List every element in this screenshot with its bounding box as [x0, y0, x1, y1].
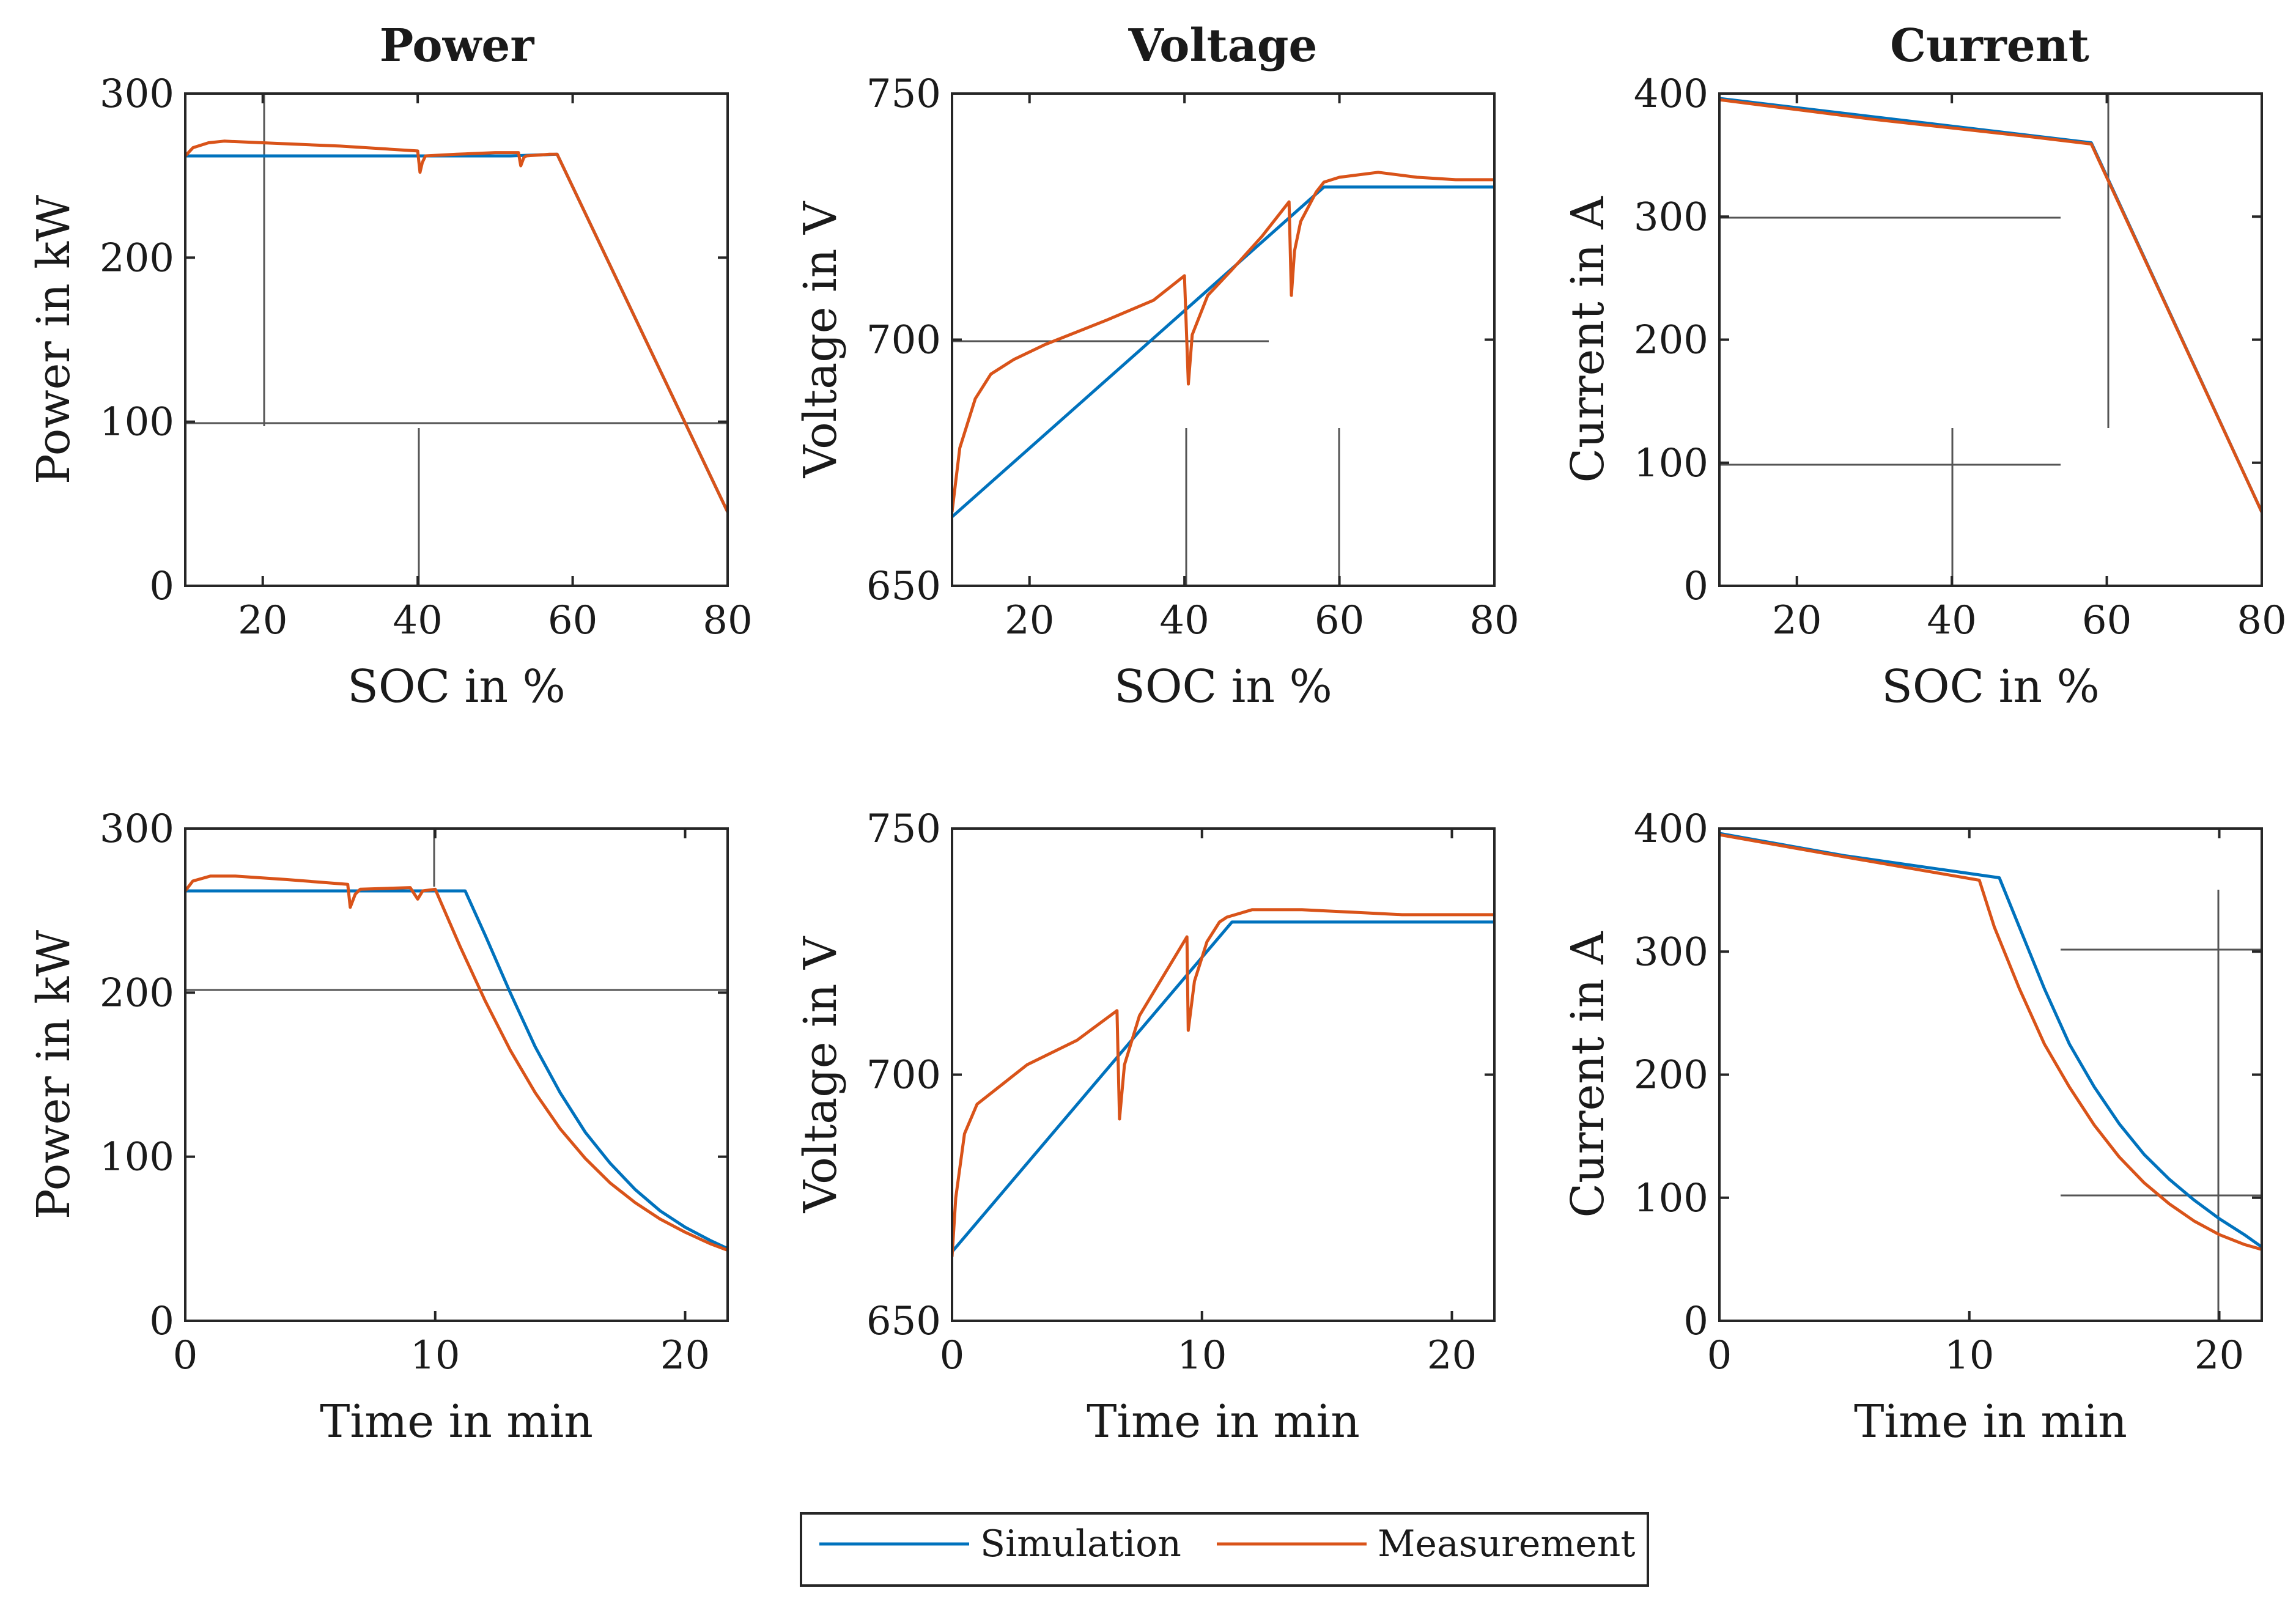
series-group: [952, 908, 1494, 1257]
y-tick-label: 750: [866, 72, 941, 117]
column-title-current: Current: [1890, 20, 2089, 72]
y-tick-label: 100: [100, 1135, 174, 1180]
y-tick-label: 300: [1634, 194, 1708, 240]
series-line-measurement: [1719, 98, 2262, 513]
series-line-simulation: [185, 152, 728, 513]
legend-box: [800, 1512, 1649, 1587]
x-tick-label: 20: [2194, 1333, 2244, 1378]
y-tick-label: 750: [866, 807, 941, 852]
series-group: [185, 139, 728, 513]
series-line-simulation: [952, 185, 1494, 519]
y-axis-label: Power in kW: [28, 930, 80, 1219]
series-line-measurement: [952, 908, 1494, 1257]
x-tick-label: 0: [173, 1333, 198, 1378]
series-group: [1719, 832, 2262, 1251]
x-tick-label: 80: [1469, 598, 1519, 643]
y-tick-label: 200: [1634, 318, 1708, 363]
plot-frame: [184, 827, 729, 1322]
y-axis-label: Current in A: [1562, 931, 1614, 1218]
x-axis-label: Time in min: [1087, 1395, 1360, 1448]
subplot-power-vs-soc: 20 40 60 80 0 100 200 300 SOC in % Power in kW: [28, 72, 753, 713]
subplot-voltage-vs-soc: 20 40 60 80 650 700 750 SOC in % Voltage in V: [794, 72, 1519, 713]
plot-frame: [1718, 827, 2263, 1322]
y-axis-label: Voltage in V: [794, 201, 847, 478]
series-line-simulation: [1719, 832, 2262, 1249]
y-tick-label: 700: [866, 318, 941, 363]
x-tick-label: 0: [1707, 1333, 1732, 1378]
y-tick-label: 0: [149, 1299, 174, 1344]
y-tick-label: 0: [1683, 564, 1708, 609]
x-tick-label: 20: [1005, 598, 1054, 643]
y-tick-label: 200: [100, 235, 174, 281]
series-line-measurement: [952, 171, 1494, 512]
x-tick-label: 60: [2082, 598, 2132, 643]
y-tick-label: 400: [1634, 807, 1708, 852]
x-tick-label: 10: [1944, 1333, 1994, 1378]
plot-frame: [951, 827, 1496, 1322]
y-axis-label: Current in A: [1562, 196, 1614, 483]
x-tick-label: 20: [1427, 1333, 1477, 1378]
y-tick-label: 0: [1683, 1299, 1708, 1344]
x-tick-label: 40: [393, 598, 442, 643]
x-tick-label: 80: [703, 598, 752, 643]
y-tick-label: 300: [100, 807, 174, 852]
plot-frame: [184, 92, 729, 587]
series-line-measurement: [185, 139, 728, 513]
y-tick-label: 300: [1634, 929, 1708, 975]
plot-frame: [951, 92, 1496, 587]
column-title-voltage: Voltage: [1128, 20, 1317, 72]
subplot-voltage-vs-time: 0 10 20 650 700 750 Time in min Voltage in V: [794, 807, 1496, 1448]
y-tick-label: 700: [866, 1053, 941, 1098]
y-tick-label: 200: [1634, 1053, 1708, 1098]
series-line-simulation: [1719, 97, 2262, 513]
x-tick-label: 40: [1159, 598, 1209, 643]
subplot-current-vs-soc: 20 40 60 80 0 100 200 300 400 SOC in % Current in …: [1562, 72, 2287, 713]
x-axis-label: Time in min: [1854, 1395, 2127, 1448]
x-axis-label: SOC in %: [1881, 660, 2100, 713]
series-line-measurement: [185, 874, 728, 1252]
x-tick-label: 60: [548, 598, 597, 643]
x-axis-label: SOC in %: [1114, 660, 1332, 713]
y-tick-label: 400: [1634, 72, 1708, 117]
column-title-power: Power: [380, 20, 535, 72]
x-tick-label: 60: [1315, 598, 1364, 643]
y-tick-label: 200: [100, 970, 174, 1016]
y-axis-label: Voltage in V: [794, 936, 847, 1213]
legend: Simulation Measurement: [800, 1512, 1649, 1587]
series-line-measurement: [1719, 833, 2262, 1251]
series-group: [185, 874, 728, 1252]
y-tick-label: 100: [100, 400, 174, 445]
x-tick-label: 40: [1927, 598, 1976, 643]
y-tick-label: 650: [866, 1299, 941, 1344]
x-tick-label: 20: [1772, 598, 1822, 643]
x-tick-label: 20: [238, 598, 287, 643]
x-axis-label: SOC in %: [347, 660, 566, 713]
series-line-simulation: [952, 920, 1494, 1253]
y-axis-label: Power in kW: [28, 195, 80, 484]
series-line-simulation: [185, 889, 728, 1250]
x-tick-label: 0: [940, 1333, 965, 1378]
y-tick-label: 650: [866, 564, 941, 609]
x-tick-label: 80: [2237, 598, 2286, 643]
x-axis-label: Time in min: [320, 1395, 593, 1448]
y-tick-label: 0: [149, 564, 174, 609]
legend-measurement-label: Measurement: [1378, 1523, 1636, 1565]
x-tick-label: 10: [1177, 1333, 1227, 1378]
legend-simulation-label: Simulation: [980, 1523, 1181, 1565]
x-tick-label: 10: [410, 1333, 460, 1378]
series-group: [952, 171, 1494, 519]
y-tick-label: 300: [100, 72, 174, 117]
y-tick-label: 100: [1634, 441, 1708, 486]
y-tick-label: 100: [1634, 1176, 1708, 1221]
x-tick-label: 20: [660, 1333, 710, 1378]
series-group: [1719, 97, 2262, 513]
